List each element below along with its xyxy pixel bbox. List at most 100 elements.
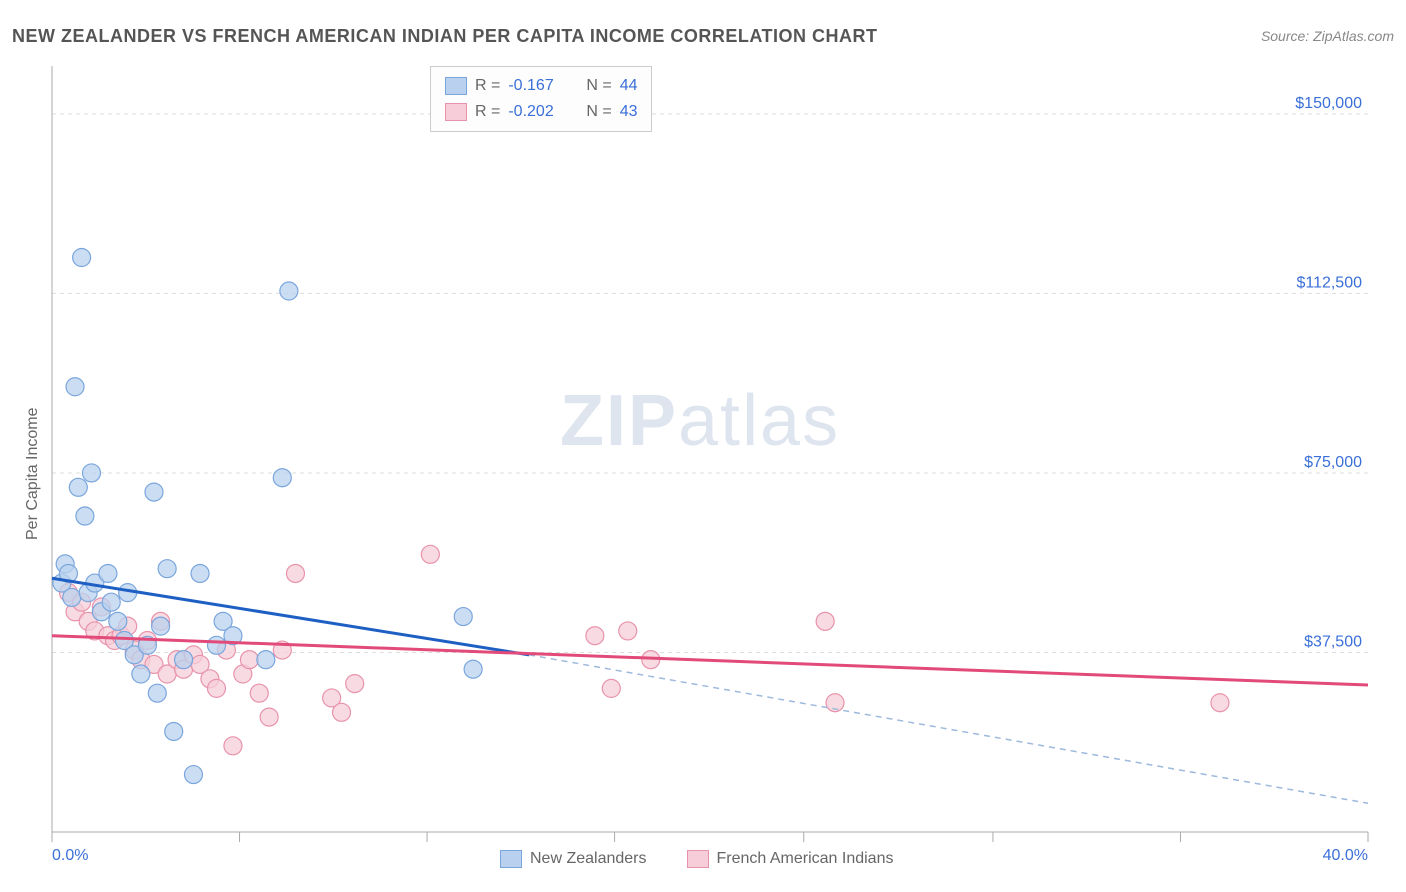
- legend-r-value: -0.167: [508, 77, 578, 95]
- x-tick-label: 0.0%: [52, 847, 88, 864]
- scatter-point: [642, 651, 660, 669]
- y-tick-label: $37,500: [1304, 633, 1362, 650]
- scatter-point: [826, 694, 844, 712]
- legend-row: R = -0.202 N = 43: [445, 99, 637, 125]
- scatter-point: [273, 641, 291, 659]
- scatter-point: [191, 655, 209, 673]
- watermark-bold: ZIP: [560, 381, 678, 461]
- scatter-point: [152, 617, 170, 635]
- scatter-point: [92, 598, 110, 616]
- legend-swatch: [500, 850, 522, 868]
- scatter-point: [53, 574, 71, 592]
- y-axis-label: Per Capita Income: [24, 407, 42, 540]
- scatter-point: [454, 608, 472, 626]
- scatter-point: [102, 593, 120, 611]
- scatter-point: [214, 612, 232, 630]
- trend-line: [52, 578, 529, 655]
- scatter-point: [86, 622, 104, 640]
- legend-n-label: N =: [586, 103, 611, 121]
- trend-line: [52, 636, 1368, 685]
- watermark-light: atlas: [678, 381, 840, 461]
- legend-n-label: N =: [586, 77, 611, 95]
- legend-n-value: 44: [620, 77, 638, 95]
- scatter-point: [119, 584, 137, 602]
- scatter-point: [145, 483, 163, 501]
- scatter-point: [464, 660, 482, 678]
- scatter-point: [273, 469, 291, 487]
- scatter-point: [184, 766, 202, 784]
- scatter-point: [152, 612, 170, 630]
- scatter-point: [184, 646, 202, 664]
- title-bar: NEW ZEALANDER VS FRENCH AMERICAN INDIAN …: [12, 20, 1394, 52]
- scatter-point: [79, 584, 97, 602]
- scatter-point: [59, 584, 77, 602]
- legend-correlation: R = -0.167 N = 44 R = -0.202 N = 43: [430, 66, 652, 132]
- scatter-point: [132, 651, 150, 669]
- scatter-point: [99, 627, 117, 645]
- legend-r-label: R =: [475, 77, 500, 95]
- scatter-point: [86, 574, 104, 592]
- scatter-point: [619, 622, 637, 640]
- chart-container: NEW ZEALANDER VS FRENCH AMERICAN INDIAN …: [0, 0, 1406, 892]
- scatter-point: [250, 684, 268, 702]
- scatter-point: [1211, 694, 1229, 712]
- scatter-point: [201, 670, 219, 688]
- y-tick-label: $75,000: [1304, 454, 1362, 471]
- scatter-point: [333, 703, 351, 721]
- scatter-point: [148, 684, 166, 702]
- legend-r-label: R =: [475, 103, 500, 121]
- scatter-point: [224, 737, 242, 755]
- scatter-point: [138, 636, 156, 654]
- chart-svg: $37,500$75,000$112,500$150,0000.0%40.0%: [0, 0, 1406, 892]
- trend-line-ext: [529, 655, 1368, 803]
- legend-swatch: [445, 103, 467, 121]
- scatter-point: [66, 603, 84, 621]
- scatter-point: [119, 617, 137, 635]
- legend-swatch: [687, 850, 709, 868]
- source-label: Source: ZipAtlas.com: [1261, 28, 1394, 44]
- watermark: ZIPatlas: [560, 380, 840, 462]
- legend-series-item: French American Indians: [687, 850, 894, 868]
- scatter-point: [175, 660, 193, 678]
- legend-row: R = -0.167 N = 44: [445, 73, 637, 99]
- scatter-point: [69, 478, 87, 496]
- scatter-point: [158, 665, 176, 683]
- scatter-point: [816, 612, 834, 630]
- legend-n-value: 43: [620, 103, 638, 121]
- scatter-point: [280, 282, 298, 300]
- y-tick-label: $112,500: [1296, 274, 1362, 291]
- scatter-point: [73, 249, 91, 267]
- scatter-point: [224, 627, 242, 645]
- scatter-point: [158, 560, 176, 578]
- scatter-point: [586, 627, 604, 645]
- scatter-point: [115, 632, 133, 650]
- scatter-point: [138, 632, 156, 650]
- scatter-point: [112, 627, 130, 645]
- scatter-point: [217, 641, 235, 659]
- scatter-point: [602, 679, 620, 697]
- scatter-point: [125, 641, 143, 659]
- scatter-point: [191, 564, 209, 582]
- scatter-point: [208, 636, 226, 654]
- scatter-point: [421, 545, 439, 563]
- scatter-point: [234, 665, 252, 683]
- legend-series: New Zealanders French American Indians: [500, 850, 893, 868]
- scatter-point: [125, 646, 143, 664]
- scatter-point: [208, 679, 226, 697]
- scatter-point: [82, 464, 100, 482]
- legend-series-name: French American Indians: [717, 850, 894, 868]
- y-tick-label: $150,000: [1295, 95, 1362, 112]
- scatter-point: [132, 665, 150, 683]
- scatter-point: [56, 555, 74, 573]
- scatter-point: [240, 651, 258, 669]
- legend-series-item: New Zealanders: [500, 850, 647, 868]
- legend-r-value: -0.202: [508, 103, 578, 121]
- scatter-point: [145, 655, 163, 673]
- scatter-point: [346, 675, 364, 693]
- scatter-point: [260, 708, 278, 726]
- scatter-point: [106, 632, 124, 650]
- scatter-point: [165, 722, 183, 740]
- scatter-point: [257, 651, 275, 669]
- scatter-point: [59, 564, 77, 582]
- scatter-point: [63, 588, 81, 606]
